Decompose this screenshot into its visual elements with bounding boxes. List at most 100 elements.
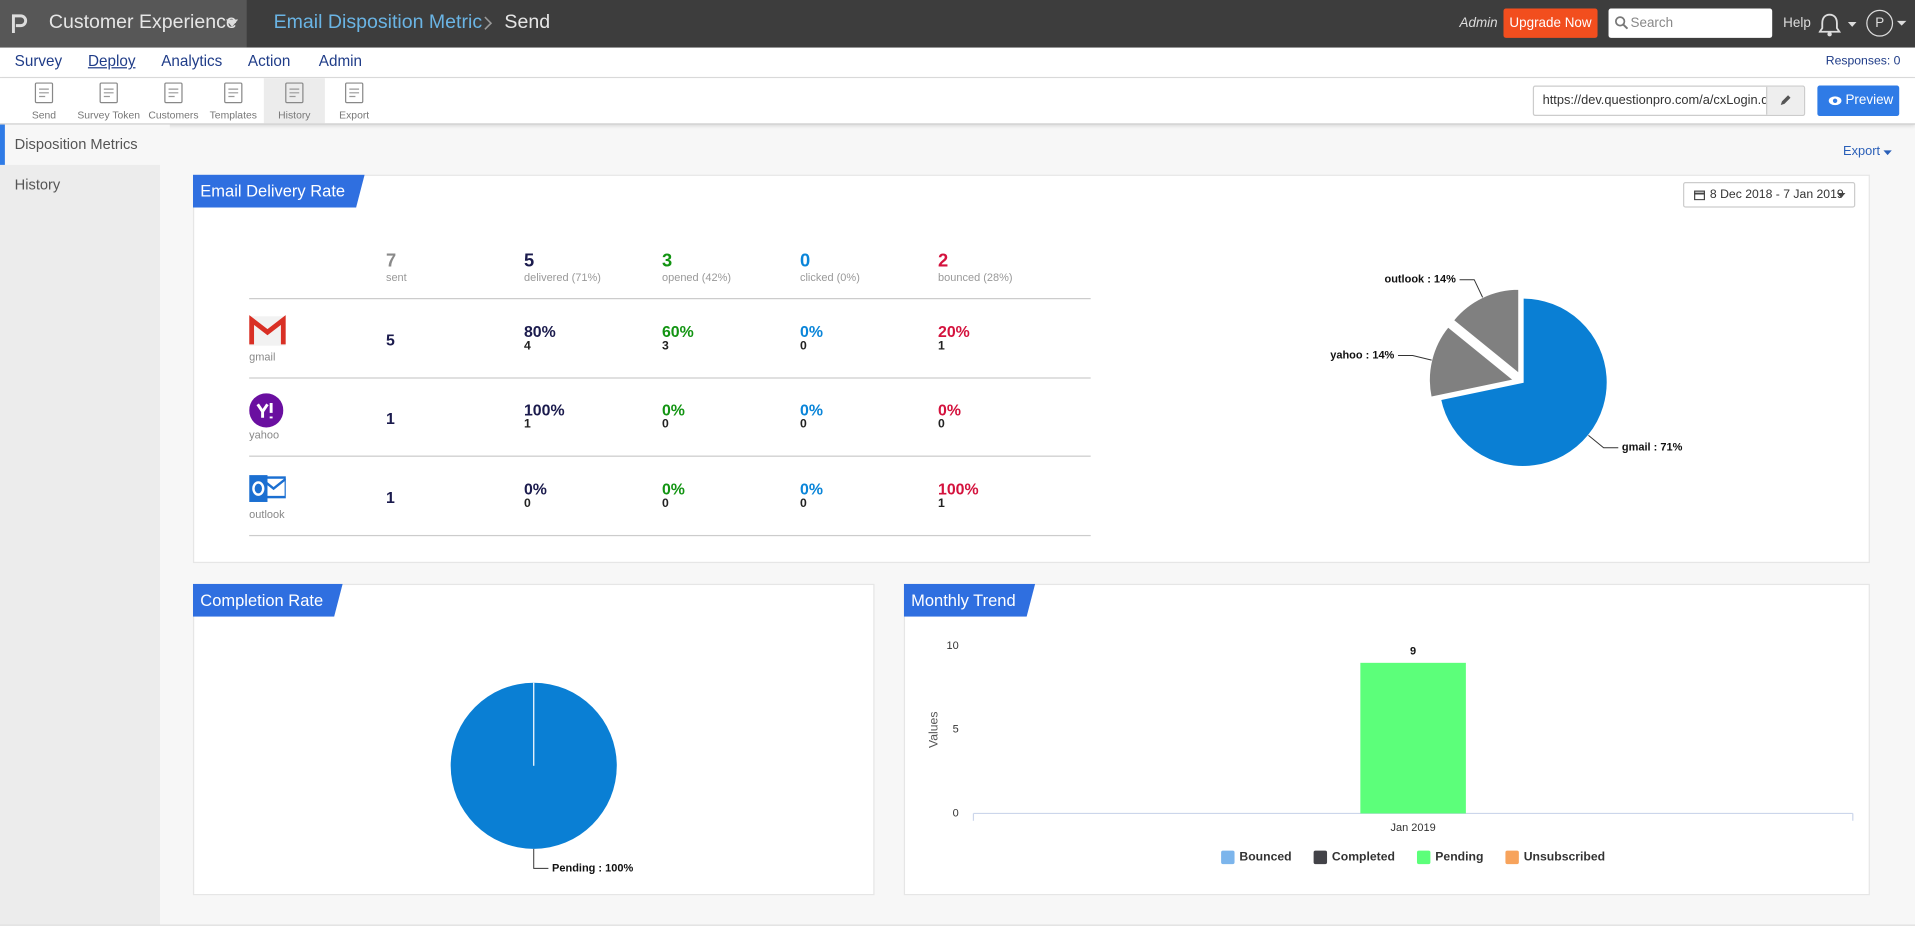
caret xyxy=(1896,20,1907,26)
avatar[interactable]: P xyxy=(1866,9,1894,37)
search-icon xyxy=(1615,16,1629,30)
footer xyxy=(0,924,1915,950)
toolbar-item[interactable]: History xyxy=(278,108,311,121)
toolbar-item[interactable]: Export xyxy=(339,108,370,121)
toolbar-item[interactable]: Templates xyxy=(209,108,257,121)
row-sent: 5 xyxy=(385,330,395,350)
help-link[interactable]: Help xyxy=(1783,15,1811,31)
summary-label: sent xyxy=(385,271,407,284)
date-range: 8 Dec 2018 - 7 Jan 2019 xyxy=(1709,188,1844,202)
data-label: 9 xyxy=(1410,646,1416,658)
provider-logo xyxy=(249,393,284,428)
caret xyxy=(1883,150,1892,156)
toolbar-icon xyxy=(99,82,118,104)
toolbar-item[interactable]: Customers xyxy=(148,108,199,121)
cell-rate: 100% xyxy=(523,400,565,419)
pie-slice xyxy=(1428,325,1515,398)
pie-label: yahoo : 14% xyxy=(1330,349,1394,361)
panel-title: Monthly Trend xyxy=(904,584,1035,617)
row-divider xyxy=(249,377,1091,379)
provider-name: outlook xyxy=(249,508,285,521)
summary-value: 5 xyxy=(523,250,535,272)
sidebar-item[interactable]: Disposition Metrics xyxy=(0,124,170,165)
legend-label: Bounced xyxy=(1239,850,1291,864)
cell-count: 0 xyxy=(938,417,945,432)
summary-value: 2 xyxy=(938,250,949,272)
cell-rate: 20% xyxy=(938,322,970,341)
legend-swatch xyxy=(1505,850,1519,865)
label-connector xyxy=(533,848,549,869)
cell-count: 0 xyxy=(799,339,807,353)
responses-count: Responses: 0 xyxy=(1825,54,1901,69)
toolbar-icon xyxy=(34,82,54,104)
delivery-panel xyxy=(192,174,1870,564)
cell-count: 3 xyxy=(661,339,669,353)
pencil-icon xyxy=(1780,95,1791,106)
toolbar-item[interactable]: Survey Token xyxy=(77,108,141,121)
row-sent: 1 xyxy=(385,409,395,428)
export-menu[interactable]: Export xyxy=(1843,144,1881,159)
cell-rate: 0% xyxy=(799,400,823,419)
nav-item[interactable]: Admin xyxy=(318,52,363,70)
legend-swatch xyxy=(1416,850,1431,865)
row-divider xyxy=(249,534,1091,537)
cell-count: 0 xyxy=(523,497,531,511)
toolbar-icon xyxy=(164,82,183,104)
cell-count: 1 xyxy=(938,339,945,353)
breadcrumb-separator xyxy=(484,16,493,30)
pie-slice xyxy=(1439,297,1608,468)
cell-rate: 80% xyxy=(523,322,556,341)
caret xyxy=(225,19,239,27)
provider-name: gmail xyxy=(249,350,276,363)
toolbar-active xyxy=(263,78,325,124)
legend-label: Completed xyxy=(1332,850,1395,864)
notifications[interactable] xyxy=(1818,12,1858,37)
toolbar-item[interactable]: Send xyxy=(31,108,57,121)
cell-rate: 0% xyxy=(523,479,547,499)
cell-rate: 100% xyxy=(938,479,979,499)
preview-label: Preview xyxy=(1845,92,1894,108)
cell-rate: 60% xyxy=(661,322,694,341)
pie-slice xyxy=(1452,288,1520,375)
cell-count: 4 xyxy=(523,339,531,353)
calendar-icon xyxy=(1694,190,1706,201)
cell-count: 0 xyxy=(799,417,807,432)
date-range-picker[interactable] xyxy=(1683,181,1856,208)
logo xyxy=(11,14,28,33)
sidebar-item[interactable]: History xyxy=(14,175,61,193)
cell-count: 0 xyxy=(661,497,669,511)
cell-rate: 0% xyxy=(661,479,685,499)
nav-bar xyxy=(0,47,1915,79)
y-tick-label: 10 xyxy=(947,640,959,652)
sidebar xyxy=(0,124,160,925)
row-divider xyxy=(249,455,1091,457)
nav-item[interactable]: Deploy xyxy=(87,52,136,70)
summary-label: opened (42%) xyxy=(661,271,732,284)
panel-title: Completion Rate xyxy=(193,584,343,617)
cell-count: 1 xyxy=(523,417,531,432)
summary-value: 0 xyxy=(799,250,811,272)
url-text: https://dev.questionpro.com/a/cxLogin.d xyxy=(1542,92,1769,108)
summary-label: clicked (0%) xyxy=(799,271,860,284)
brand-box[interactable] xyxy=(0,0,247,48)
user-role: Admin xyxy=(1459,15,1498,31)
breadcrumb-link[interactable]: Email Disposition Metric xyxy=(273,12,483,33)
pie-label: Pending : 100% xyxy=(552,862,633,874)
nav-item[interactable]: Analytics xyxy=(161,52,223,70)
pie-label: outlook : 14% xyxy=(1384,274,1456,286)
provider-logo xyxy=(249,475,286,502)
search-box[interactable] xyxy=(1608,8,1773,38)
cell-rate: 0% xyxy=(661,400,685,419)
toolbar-icon xyxy=(345,82,364,104)
legend: Bounced Completed Pending Unsubscribed xyxy=(1221,850,1605,865)
cell-rate: 0% xyxy=(799,322,823,341)
upgrade-button[interactable]: Upgrade Now xyxy=(1503,8,1598,38)
url-box[interactable]: https://dev.questionpro.com/a/cxLogin.d xyxy=(1532,85,1806,117)
legend-swatch xyxy=(1221,850,1235,865)
toolbar-icon xyxy=(224,82,243,104)
nav-item[interactable]: Survey xyxy=(14,52,63,70)
nav-item[interactable]: Action xyxy=(247,52,291,70)
y-tick-label: 5 xyxy=(953,724,959,736)
toolbar-icon xyxy=(285,82,304,104)
